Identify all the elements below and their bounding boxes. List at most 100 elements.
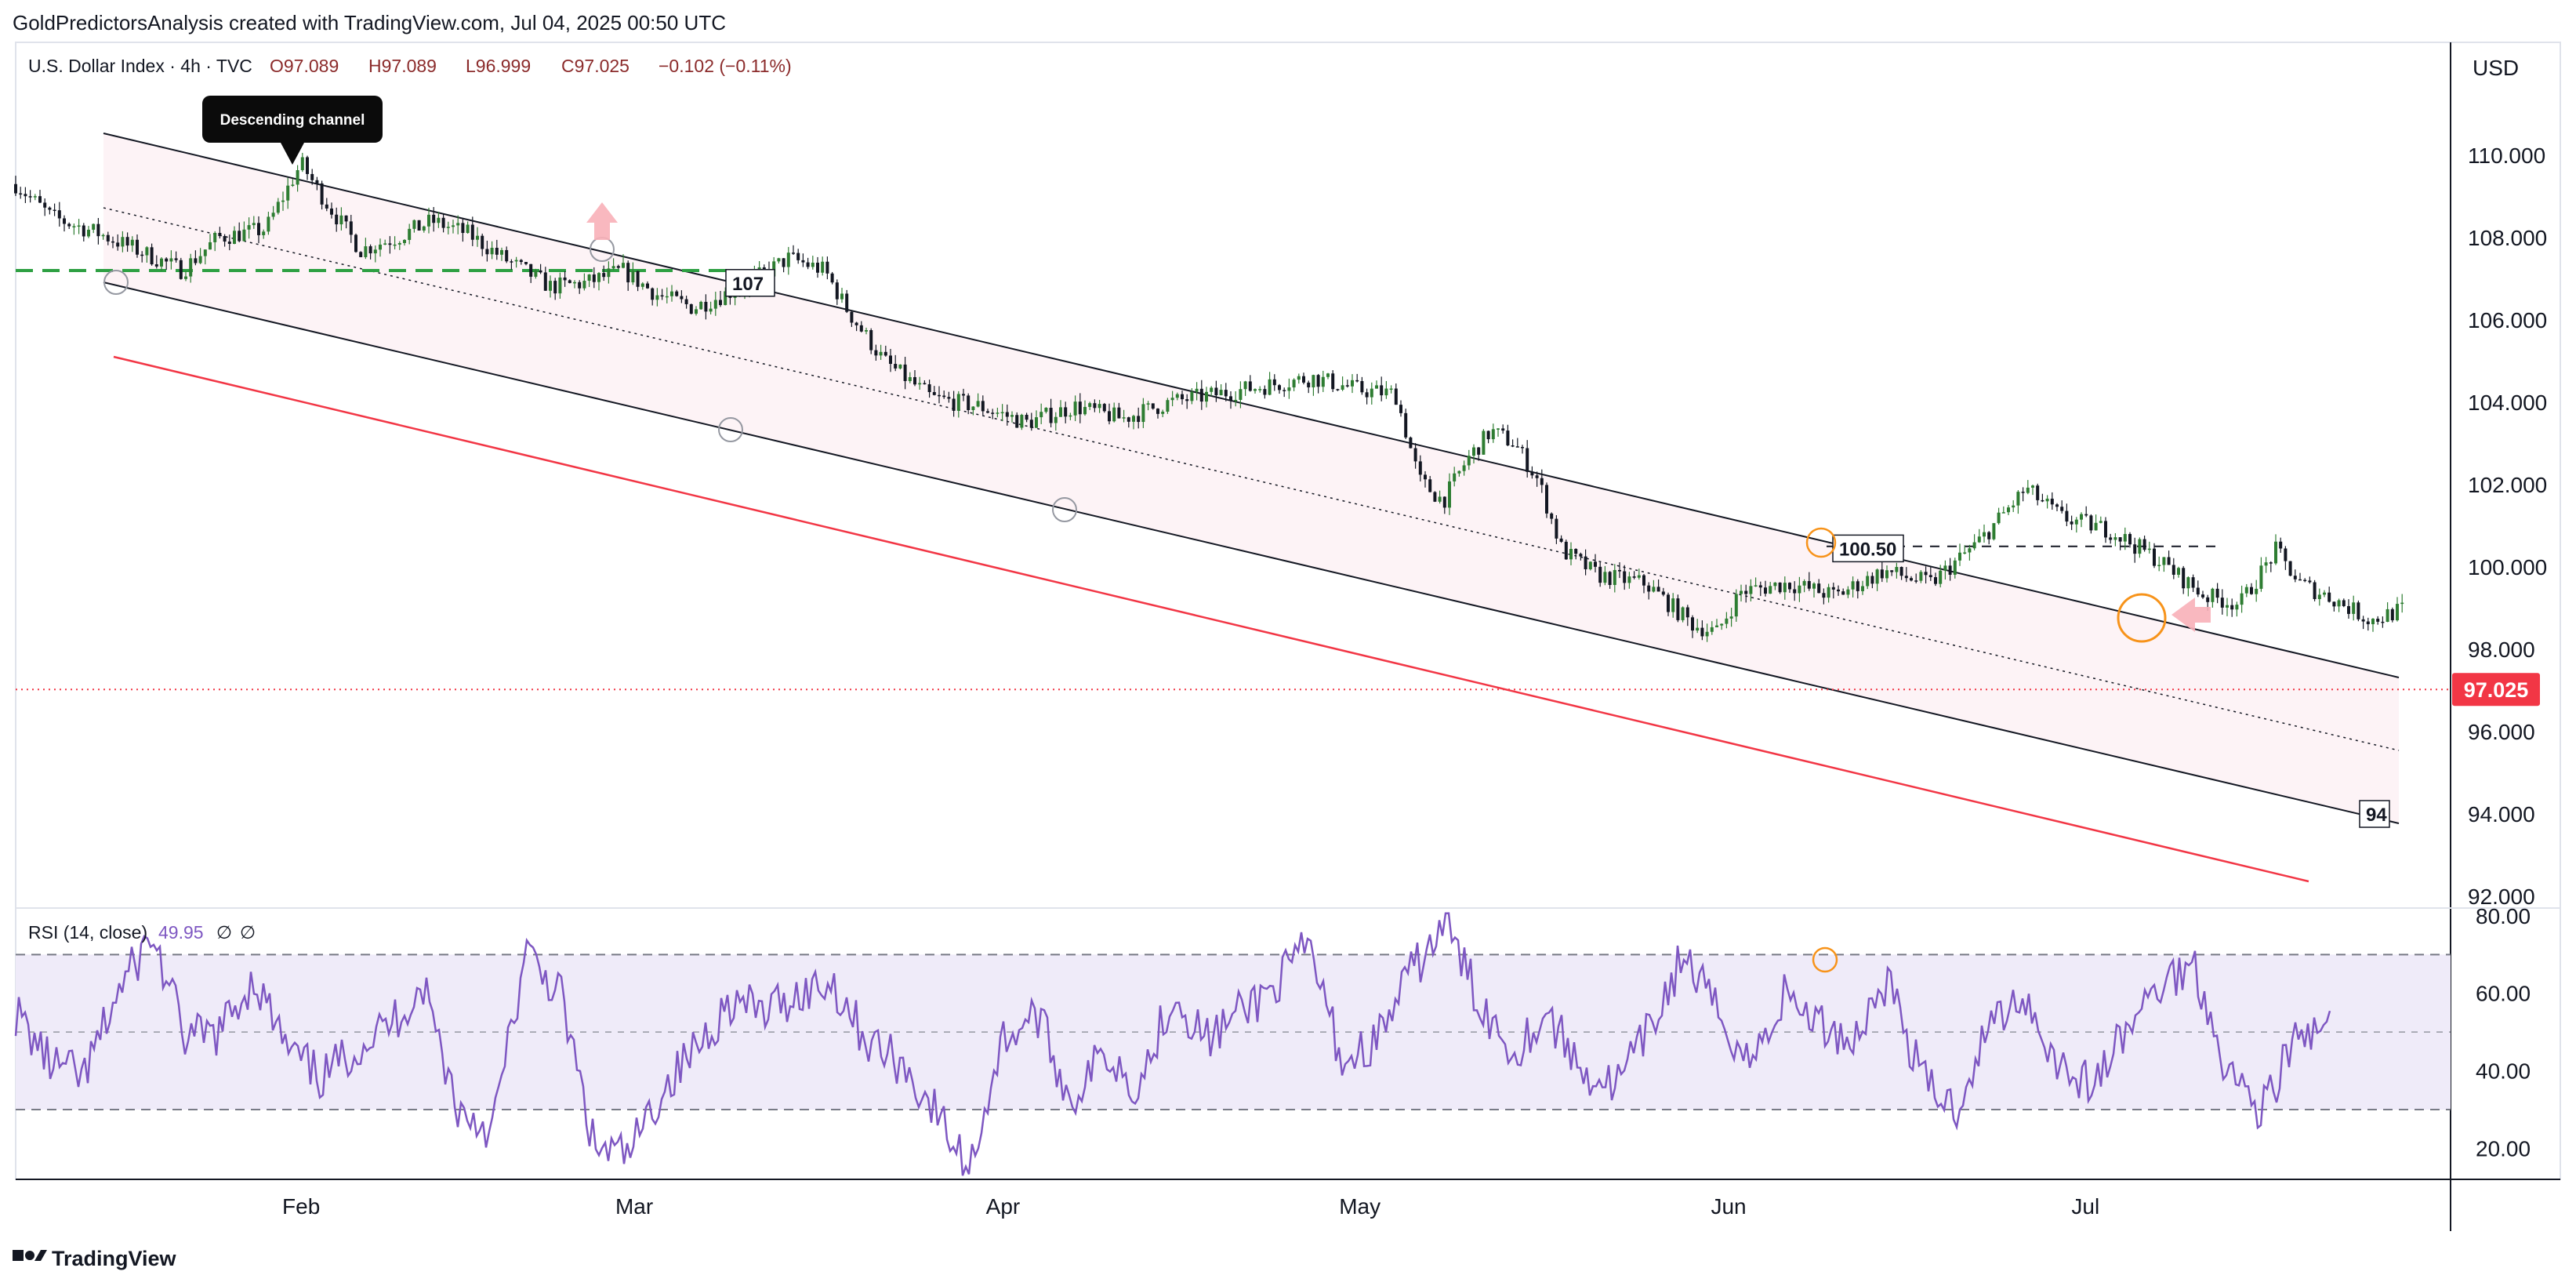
rsi-value: 49.95 <box>158 922 204 943</box>
candle-body <box>1540 478 1544 485</box>
candle-body <box>1025 414 1029 420</box>
candle-body <box>1384 388 1388 396</box>
channel-upper-line[interactable] <box>103 133 2400 678</box>
price-tick-label: 92.000 <box>2468 885 2535 909</box>
candle-body <box>1661 591 1665 595</box>
candle-body <box>1588 561 1592 569</box>
candle-body <box>1608 572 1612 585</box>
candle-body <box>1467 456 1471 466</box>
candle-body <box>72 226 76 227</box>
rsi-axis-ticks[interactable]: 80.00 60.00 40.00 20.00 <box>2476 904 2531 1161</box>
candle-body <box>174 258 178 260</box>
candle-body <box>2386 608 2389 623</box>
candle-body <box>2298 579 2302 581</box>
candle-body <box>1462 465 1466 471</box>
candle-body <box>1127 417 1130 422</box>
channel-median-line[interactable] <box>103 207 2400 751</box>
candle-body <box>1326 373 1330 377</box>
candle-body <box>43 202 47 208</box>
candle-body <box>262 231 266 235</box>
candle-body <box>2045 498 2049 502</box>
candle-body <box>640 283 644 287</box>
candle-body <box>1170 398 1174 401</box>
candle-body <box>553 281 557 294</box>
candle-body <box>24 194 27 197</box>
candle-body <box>1710 627 1714 632</box>
currency-label[interactable]: USD <box>2473 56 2519 80</box>
candle-body <box>393 244 397 246</box>
candle-body <box>1968 548 1972 553</box>
candle-body <box>1418 461 1422 475</box>
candle-body <box>709 308 713 312</box>
candle-body <box>1029 420 1033 428</box>
candle-body <box>1336 389 1340 391</box>
candle-body <box>281 200 285 202</box>
candle-body <box>1258 389 1262 391</box>
candle-body <box>2191 577 2195 588</box>
candle-body <box>1919 572 1923 581</box>
candle-body <box>1297 376 1301 380</box>
tradingview-logo[interactable]: TradingView <box>13 1247 177 1270</box>
candle-body <box>2070 521 2073 525</box>
candle-body <box>665 296 669 298</box>
price-axis-ticks[interactable]: 110.000 108.000 106.000 104.000 102.000 100.0… <box>2468 143 2547 909</box>
candle-body <box>1287 387 1291 391</box>
candle-body <box>1613 569 1616 585</box>
candle-body <box>1413 448 1417 462</box>
candle-body <box>2376 619 2380 622</box>
candle-body <box>116 242 120 247</box>
candle-body <box>2211 588 2215 602</box>
level-107-label[interactable]: 107 <box>725 269 775 297</box>
candle-body <box>77 225 81 227</box>
candle-body <box>2255 588 2259 594</box>
candle-body <box>947 397 951 399</box>
candle-body <box>1292 380 1296 388</box>
close-value: C97.025 <box>561 56 629 76</box>
candle-body <box>121 237 125 247</box>
candle-body <box>514 260 518 262</box>
candle-body <box>1598 566 1602 583</box>
candle-body <box>2342 600 2346 606</box>
candle-body <box>1054 416 1058 423</box>
candle-body <box>1501 428 1505 431</box>
candle-body <box>1793 589 1797 594</box>
candle-body <box>1049 408 1053 423</box>
candle-body <box>2201 594 2204 598</box>
descending-channel-callout[interactable]: Descending channel <box>202 96 383 165</box>
tradingview-logo-text: TradingView <box>52 1247 177 1270</box>
candle-body <box>57 210 61 219</box>
symbol-legend[interactable]: U.S. Dollar Index · 4h · TVC O97.089 H97… <box>28 56 792 76</box>
candle-body <box>1254 389 1257 391</box>
rsi-legend[interactable]: RSI (14, close) 49.95 ∅ ∅ <box>28 922 256 943</box>
candle-body <box>1059 407 1062 417</box>
candle-body <box>446 227 450 228</box>
candle-body <box>1802 581 1806 586</box>
candle-body <box>2366 621 2370 625</box>
candle-body <box>1146 403 1150 405</box>
candle-body <box>1987 532 1991 539</box>
candle-body <box>310 173 314 180</box>
candle-body <box>408 228 412 240</box>
candle-body <box>1151 403 1155 409</box>
candle-body <box>140 254 144 256</box>
level-100-50-label[interactable]: 100.50 <box>1832 534 1904 563</box>
candle-body <box>1667 594 1670 612</box>
last-price-tag[interactable]: 97.025 <box>2452 673 2540 707</box>
candle-body <box>165 258 169 262</box>
support-line[interactable] <box>113 355 2309 883</box>
candle-body <box>524 262 528 264</box>
candle-body <box>1875 569 1879 584</box>
candle-body <box>1497 428 1500 430</box>
candle-body <box>883 351 887 356</box>
candle-body <box>2235 605 2239 610</box>
channel-lower-line[interactable] <box>103 282 2400 824</box>
candle-body <box>1010 415 1014 417</box>
candle-body <box>1365 392 1369 398</box>
level-94-label[interactable]: 94 <box>2359 800 2390 828</box>
time-axis[interactable]: Feb Mar Apr May Jun Jul <box>282 1194 2099 1219</box>
candle-body <box>252 223 256 226</box>
candle-body <box>145 247 149 256</box>
channel-touch-circle <box>103 270 129 295</box>
candle-body <box>2303 579 2307 582</box>
candle-body <box>1064 407 1068 417</box>
